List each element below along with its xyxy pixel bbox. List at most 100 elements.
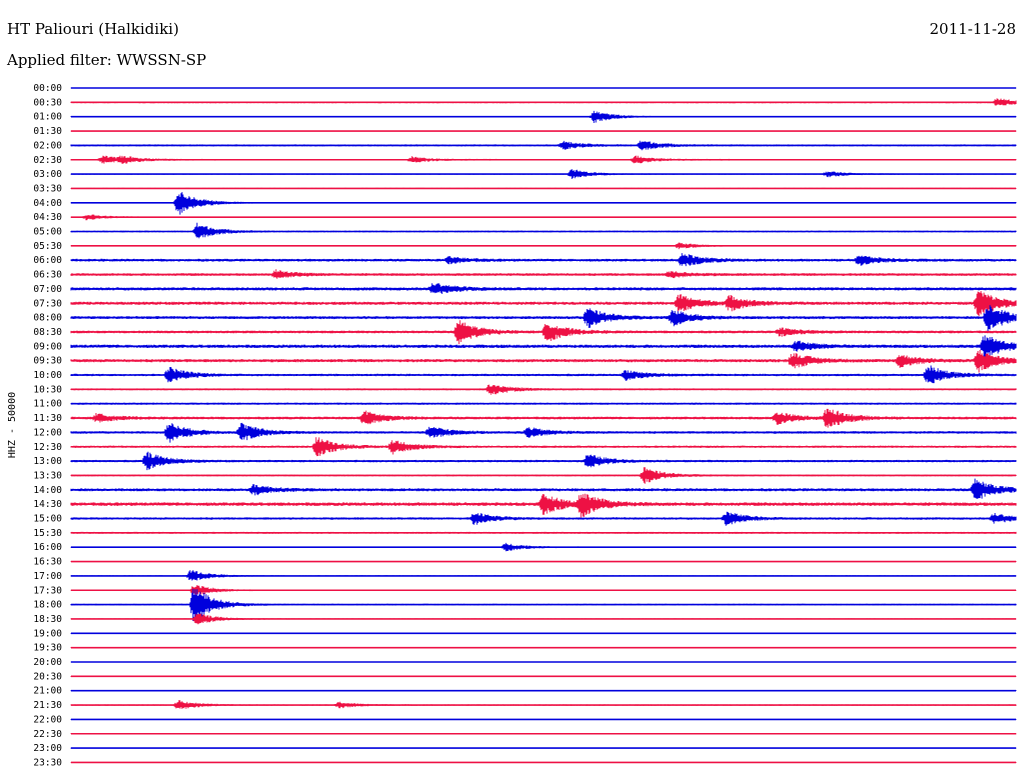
- seismic-trace: [70, 437, 1017, 457]
- seismic-trace: [70, 762, 1017, 763]
- time-tick-label: 22:30: [33, 729, 62, 740]
- seismic-trace: [70, 140, 1017, 151]
- seismic-trace: [70, 647, 1017, 649]
- seismic-trace: [70, 493, 1017, 519]
- time-tick-label: 23:00: [33, 743, 62, 754]
- trace-group: [70, 87, 1017, 764]
- seismic-trace: [70, 531, 1017, 534]
- time-tick-label: 22:00: [33, 714, 62, 725]
- seismic-trace: [70, 719, 1017, 720]
- time-tick-label: 09:30: [33, 356, 62, 367]
- time-tick-label: 20:30: [33, 671, 62, 682]
- time-tick-label: 05:30: [33, 241, 62, 252]
- seismic-trace: [70, 130, 1017, 132]
- seismic-trace: [70, 700, 1017, 709]
- seismic-trace: [70, 451, 1017, 471]
- seismic-trace: [70, 585, 1017, 595]
- time-tick-label: 02:30: [33, 155, 62, 166]
- time-tick-label: 13:30: [33, 470, 62, 481]
- seismic-trace: [70, 542, 1017, 552]
- time-tick-label: 16:30: [33, 557, 62, 568]
- time-tick-label: 03:30: [33, 183, 62, 194]
- seismic-trace: [70, 676, 1017, 677]
- time-tick-label: 13:00: [33, 456, 62, 467]
- time-tick-label: 09:00: [33, 341, 62, 352]
- time-tick-label: 08:30: [33, 327, 62, 338]
- time-tick-label: 10:30: [33, 384, 62, 395]
- time-tick-label: 07:30: [33, 298, 62, 309]
- time-tick-label: 10:00: [33, 370, 62, 381]
- seismic-trace: [70, 467, 1017, 484]
- seismic-trace: [70, 570, 1017, 581]
- time-tick-label: 18:00: [33, 600, 62, 611]
- seismic-trace: [70, 155, 1017, 164]
- seismic-trace: [70, 291, 1017, 317]
- time-tick-label: 17:00: [33, 571, 62, 582]
- time-tick-label: 20:00: [33, 657, 62, 668]
- time-tick-label: 21:30: [33, 700, 62, 711]
- time-tick-label: 06:30: [33, 270, 62, 281]
- time-tick-label: 04:00: [33, 198, 62, 209]
- seismic-trace: [70, 242, 1017, 250]
- seismic-trace: [70, 408, 1017, 428]
- seismic-trace: [70, 350, 1017, 373]
- time-tick-label: 03:00: [33, 169, 62, 180]
- time-tick-label: 19:00: [33, 628, 62, 639]
- time-tick-label: 05:00: [33, 227, 62, 238]
- time-tick-labels: 00:00 00:30 01:00 01:30 02:00 02:30 03:00 03:30…: [33, 83, 62, 768]
- seismic-trace: [70, 365, 1017, 384]
- time-tick-label: 07:00: [33, 284, 62, 295]
- time-tick-label: 16:00: [33, 542, 62, 553]
- time-tick-label: 01:30: [33, 126, 62, 137]
- y-axis-label: HHZ - 50000: [7, 392, 18, 458]
- seismic-trace: [70, 253, 1017, 267]
- time-tick-label: 14:30: [33, 499, 62, 510]
- station-title: HT Paliouri (Halkidiki): [7, 20, 179, 38]
- seismic-trace: [70, 661, 1017, 663]
- seismic-trace: [70, 613, 1017, 625]
- time-tick-label: 14:00: [33, 485, 62, 496]
- time-tick-label: 01:00: [33, 112, 62, 123]
- seismic-trace: [70, 192, 1017, 215]
- seismic-trace: [70, 511, 1017, 526]
- time-tick-label: 04:30: [33, 212, 62, 223]
- time-tick-label: 00:30: [33, 97, 62, 108]
- seismic-trace: [70, 110, 1017, 123]
- time-tick-label: 08:00: [33, 313, 62, 324]
- seismic-trace: [70, 690, 1017, 692]
- seismic-trace: [70, 87, 1017, 89]
- seismic-trace: [70, 335, 1017, 359]
- seismic-trace: [70, 169, 1017, 179]
- seismic-trace: [70, 402, 1017, 405]
- time-tick-label: 15:00: [33, 514, 62, 525]
- seismic-trace: [70, 98, 1017, 106]
- seismic-trace: [70, 305, 1017, 333]
- time-tick-label: 23:30: [33, 757, 62, 768]
- time-tick-label: 19:30: [33, 643, 62, 654]
- seismic-trace: [70, 632, 1017, 634]
- time-tick-label: 17:30: [33, 585, 62, 596]
- time-tick-label: 12:30: [33, 442, 62, 453]
- time-tick-label: 15:30: [33, 528, 62, 539]
- seismic-trace: [70, 187, 1017, 189]
- time-tick-label: 02:00: [33, 140, 62, 151]
- seismic-trace: [70, 320, 1017, 345]
- time-tick-label: 18:30: [33, 614, 62, 625]
- seismic-trace: [70, 747, 1017, 749]
- seismic-trace: [70, 422, 1017, 443]
- seismic-trace: [70, 733, 1017, 735]
- time-tick-label: 00:00: [33, 83, 62, 94]
- seismic-trace: [70, 269, 1017, 279]
- time-tick-label: 11:00: [33, 399, 62, 410]
- seismic-trace: [70, 561, 1017, 562]
- time-tick-label: 11:30: [33, 413, 62, 424]
- time-tick-label: 21:00: [33, 686, 62, 697]
- time-tick-label: 12:00: [33, 427, 62, 438]
- time-tick-label: 06:00: [33, 255, 62, 266]
- filter-label: Applied filter: WWSSN-SP: [7, 51, 207, 69]
- record-date: 2011-11-28: [929, 20, 1016, 38]
- seismic-trace: [70, 214, 1017, 221]
- seismic-trace: [70, 384, 1017, 395]
- seismic-trace: [70, 222, 1017, 239]
